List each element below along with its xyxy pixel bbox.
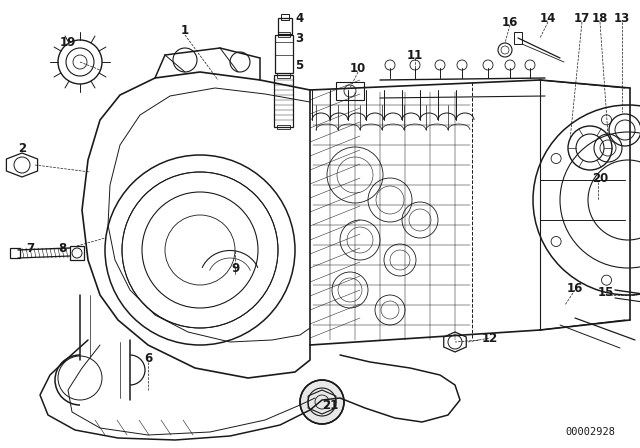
Text: 6: 6 bbox=[144, 352, 152, 365]
Text: 17: 17 bbox=[574, 12, 590, 25]
Bar bbox=[514, 32, 522, 44]
Text: 12: 12 bbox=[482, 332, 499, 345]
Text: 18: 18 bbox=[592, 12, 608, 25]
Text: 16: 16 bbox=[567, 281, 583, 294]
Bar bbox=[10, 248, 20, 258]
Bar bbox=[275, 35, 293, 73]
Text: 21: 21 bbox=[322, 399, 338, 412]
Text: 4: 4 bbox=[295, 12, 303, 25]
Bar bbox=[336, 82, 364, 100]
Bar bbox=[281, 14, 289, 20]
Bar bbox=[278, 32, 290, 37]
Text: 9: 9 bbox=[231, 262, 239, 275]
Text: 14: 14 bbox=[540, 12, 556, 25]
Bar bbox=[277, 73, 290, 78]
Circle shape bbox=[300, 380, 344, 424]
Text: 11: 11 bbox=[407, 48, 423, 61]
Text: 13: 13 bbox=[614, 12, 630, 25]
Text: 1: 1 bbox=[181, 23, 189, 36]
Text: 8: 8 bbox=[58, 241, 66, 254]
Text: 19: 19 bbox=[60, 35, 76, 48]
Text: 15: 15 bbox=[598, 285, 614, 298]
Text: 3: 3 bbox=[295, 31, 303, 44]
Text: 7: 7 bbox=[26, 241, 34, 254]
Text: 10: 10 bbox=[350, 61, 366, 74]
Bar bbox=[274, 75, 293, 127]
Bar bbox=[70, 246, 84, 260]
Text: 00002928: 00002928 bbox=[565, 427, 615, 437]
Text: 5: 5 bbox=[295, 59, 303, 72]
Bar bbox=[278, 18, 292, 34]
Bar bbox=[277, 125, 290, 129]
Text: 2: 2 bbox=[18, 142, 26, 155]
Text: 20: 20 bbox=[592, 172, 608, 185]
Text: 16: 16 bbox=[502, 16, 518, 29]
